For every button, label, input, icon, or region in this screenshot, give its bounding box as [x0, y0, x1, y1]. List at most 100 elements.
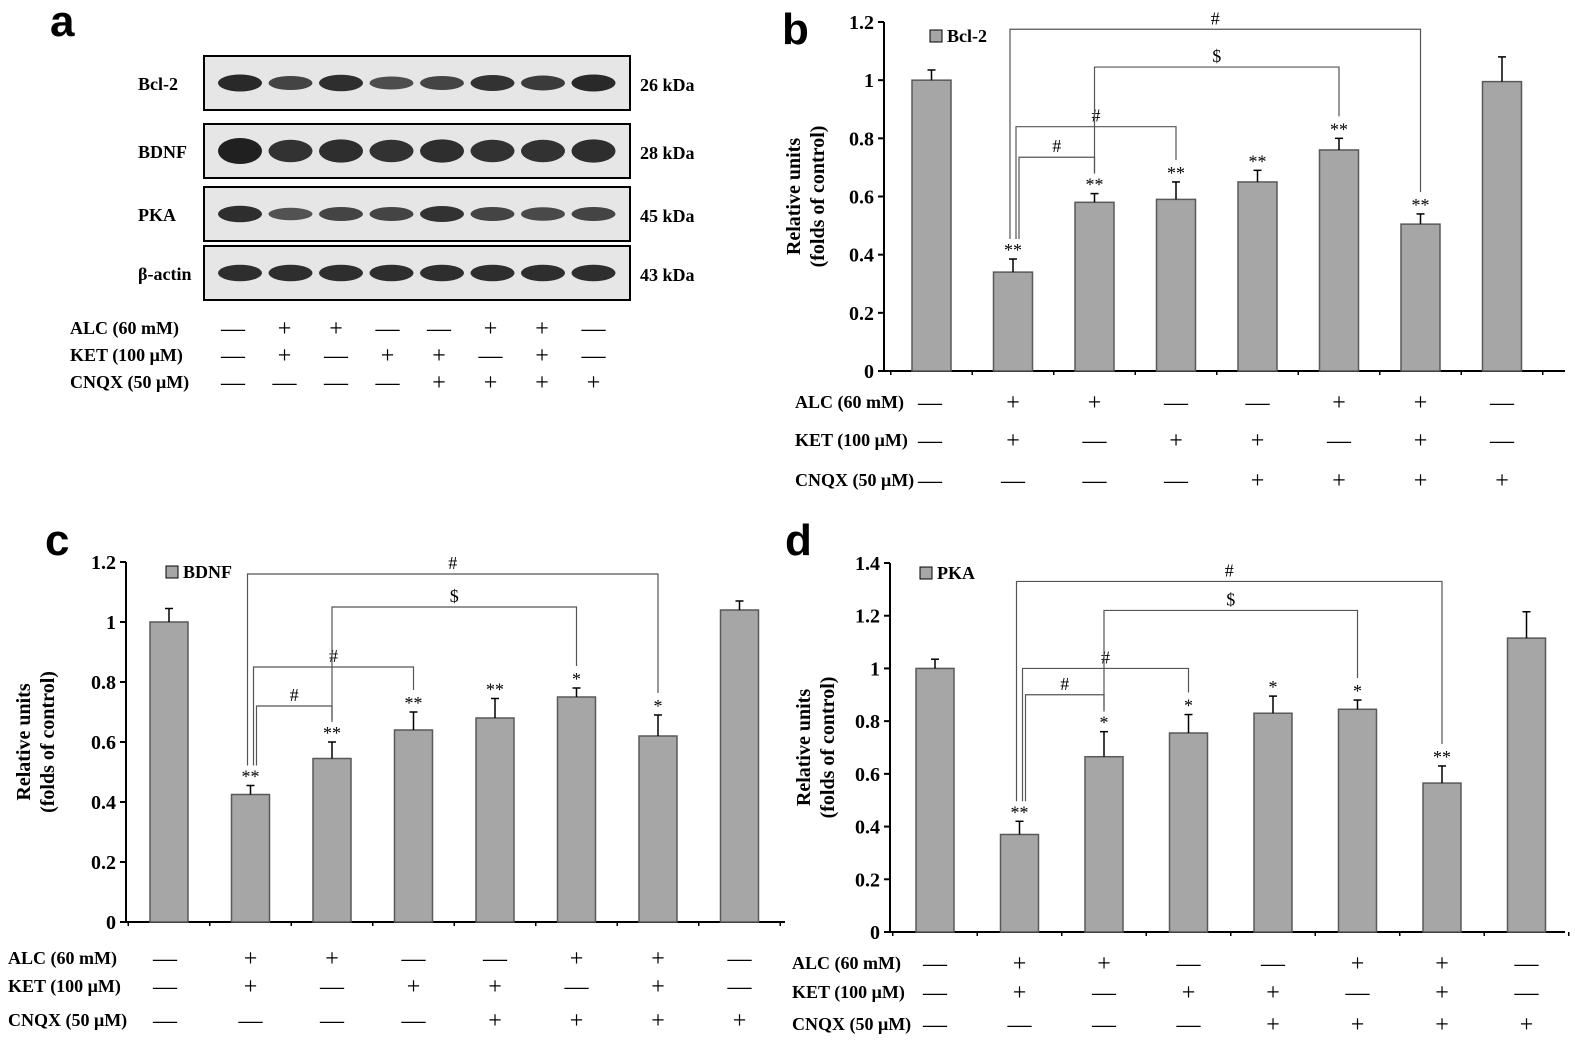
- condition-sign: +: [535, 316, 549, 342]
- blot-band: [470, 207, 515, 221]
- condition-label: CNQX (50 μM): [70, 372, 189, 393]
- significance-symbol: #: [329, 646, 338, 666]
- condition-sign: +: [1332, 468, 1346, 494]
- condition-sign: +: [484, 316, 498, 342]
- blot-band: [420, 139, 464, 163]
- blot-box: [203, 123, 631, 179]
- significance-symbol: #: [1211, 8, 1220, 28]
- condition-sign: —: [272, 370, 298, 396]
- condition-sign: +: [1414, 390, 1428, 416]
- condition-label: ALC (60 mM): [70, 318, 179, 339]
- y-tick-label: 0: [870, 922, 880, 944]
- y-tick-label: 0.8: [849, 128, 874, 150]
- condition-sign: +: [1351, 1012, 1365, 1038]
- condition-sign: +: [733, 1008, 747, 1034]
- condition-sign: —: [152, 946, 178, 972]
- blot-band: [521, 139, 565, 163]
- panel-letter-d: d: [785, 516, 812, 565]
- condition-label: KET (100 μM): [70, 345, 183, 366]
- chart-bdnf: 0 0.2 0.4 0.6 0.8 1 1.2 Relative units (folds of…: [8, 552, 785, 1034]
- condition-sign: +: [1435, 1012, 1449, 1038]
- condition-sign: —: [375, 316, 401, 342]
- condition-sign: —: [401, 946, 427, 972]
- condition-sign: +: [1266, 1012, 1280, 1038]
- condition-sign: —: [1176, 1012, 1202, 1038]
- blot-band: [218, 74, 262, 92]
- blot-protein-label: BDNF: [138, 142, 187, 162]
- bar: [1318, 149, 1360, 372]
- condition-sign: —: [917, 390, 943, 416]
- condition-sign: —: [1091, 1012, 1117, 1038]
- condition-sign: —: [220, 316, 246, 342]
- blot-band: [470, 139, 515, 163]
- legend-swatch: [919, 566, 933, 580]
- condition-sign: +: [407, 974, 421, 1000]
- blot-band: [369, 76, 414, 90]
- blot-conditions: ALC (60 mM) — + + — — + + —KET (100 μM) — + — + + — + —C…: [70, 316, 607, 396]
- condition-sign: +: [1414, 428, 1428, 454]
- significance-symbol: $: [450, 586, 459, 606]
- condition-label: CNQX (50 μM): [795, 470, 914, 491]
- condition-sign: —: [1176, 951, 1202, 977]
- blot-protein-label: PKA: [138, 205, 176, 225]
- condition-sign: +: [651, 1008, 665, 1034]
- significance-stars: **: [1412, 195, 1430, 215]
- significance-bracket: [1015, 126, 1177, 240]
- condition-sign: +: [1251, 428, 1265, 454]
- condition-sign: —: [152, 974, 178, 1000]
- y-axis-subtitle: (folds of control): [817, 677, 839, 819]
- condition-sign: +: [484, 370, 498, 396]
- significance-symbol: $: [1226, 589, 1235, 609]
- condition-sign: +: [244, 974, 258, 1000]
- legend-label: Bcl-2: [947, 26, 987, 46]
- condition-sign: +: [1006, 428, 1020, 454]
- significance-symbol: #: [1060, 674, 1069, 694]
- y-tick-label: 0.8: [91, 672, 116, 694]
- bar: [1481, 80, 1523, 372]
- condition-sign: +: [535, 370, 549, 396]
- condition-sign: +: [587, 370, 601, 396]
- bar: [230, 793, 271, 923]
- blot-protein-label: Bcl-2: [138, 74, 178, 94]
- condition-sign: —: [1007, 1012, 1033, 1038]
- condition-sign: —: [220, 370, 246, 396]
- blot-band: [420, 206, 464, 222]
- bar: [1084, 755, 1124, 933]
- significance-bracket: [1009, 28, 1422, 240]
- bar: [556, 696, 597, 923]
- condition-sign: —: [1260, 951, 1286, 977]
- condition-sign: —: [323, 370, 349, 396]
- condition-sign: +: [1435, 980, 1449, 1006]
- significance-bracket: [1021, 667, 1190, 802]
- panel-letter-a: a: [50, 0, 75, 46]
- y-tick-label: 1.2: [91, 552, 116, 574]
- y-tick-label: 1: [106, 612, 116, 634]
- condition-sign: —: [917, 428, 943, 454]
- significance-bracket: [331, 606, 578, 722]
- y-tick-label: 1: [864, 70, 874, 92]
- blot-band: [571, 139, 616, 163]
- y-tick-label: 1: [870, 658, 880, 680]
- condition-label: KET (100 μM): [8, 976, 121, 997]
- significance-stars: **: [1011, 802, 1029, 822]
- blot-band: [268, 264, 313, 282]
- condition-sign: —: [1514, 951, 1540, 977]
- bar: [1253, 712, 1293, 933]
- bar: [638, 735, 678, 923]
- panel-letter-c: c: [45, 516, 69, 565]
- blot-band: [521, 207, 565, 221]
- condition-sign: —: [1163, 468, 1189, 494]
- y-tick-label: 0.4: [855, 817, 880, 839]
- condition-sign: +: [1332, 390, 1346, 416]
- significance-stars: **: [1167, 163, 1185, 183]
- blot-band: [218, 205, 262, 223]
- condition-sign: —: [1163, 390, 1189, 416]
- y-tick-label: 0.2: [855, 869, 880, 891]
- blot-band: [319, 264, 363, 282]
- condition-sign: —: [478, 343, 504, 369]
- condition-sign: —: [401, 1008, 427, 1034]
- condition-sign: —: [581, 343, 607, 369]
- condition-label: ALC (60 mM): [795, 392, 904, 413]
- significance-symbol: #: [448, 553, 457, 573]
